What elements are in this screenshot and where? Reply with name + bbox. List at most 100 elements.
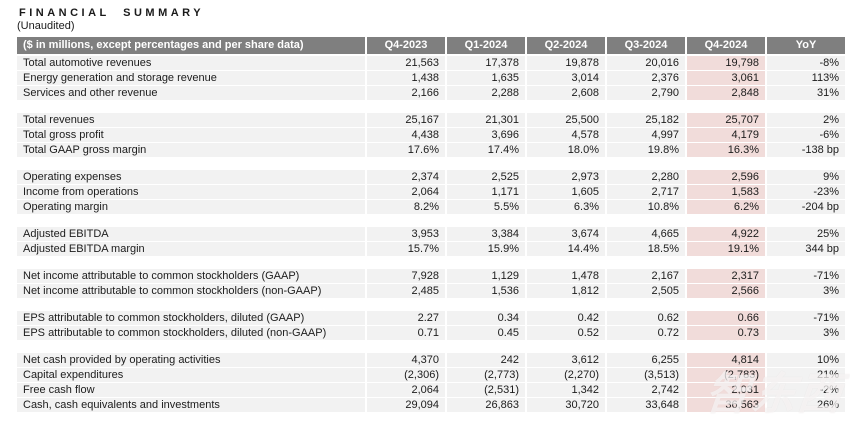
table-row: Cash, cash equivalents and investments 29… (17, 398, 845, 412)
table-row: Adjusted EBITDA 3,953 3,384 3,674 4,665 4,922… (17, 227, 845, 241)
value-cell: 1,635 (447, 71, 525, 85)
value-cell: 2,485 (367, 284, 445, 298)
value-cell: 0.62 (607, 311, 685, 325)
value-cell-highlight: 6.2% (687, 200, 765, 214)
value-cell: (2,270) (527, 368, 605, 382)
value-cell: 1,129 (447, 269, 525, 283)
value-cell: 3,953 (367, 227, 445, 241)
value-cell: 31% (767, 86, 845, 100)
row-label: Adjusted EBITDA (17, 227, 365, 241)
row-label: Net cash provided by operating activitie… (17, 353, 365, 367)
row-label: EPS attributable to common stockholders,… (17, 326, 365, 340)
value-cell: 0.71 (367, 326, 445, 340)
table-row: Total GAAP gross margin 17.6% 17.4% 18.0% 19… (17, 143, 845, 157)
value-cell: 0.42 (527, 311, 605, 325)
value-cell: 2,505 (607, 284, 685, 298)
value-cell: 25,167 (367, 113, 445, 127)
table-row: Total revenues 25,167 21,301 25,500 25,182 25… (17, 113, 845, 127)
value-cell: 3,384 (447, 227, 525, 241)
value-cell: 4,578 (527, 128, 605, 142)
table-section: Adjusted EBITDA 3,953 3,384 3,674 4,665 4,922… (17, 227, 845, 256)
value-cell-highlight: 19.1% (687, 242, 765, 256)
column-header-q1-2024: Q1-2024 (447, 37, 525, 54)
table-section: EPS attributable to common stockholders,… (17, 311, 845, 340)
value-cell: 1,605 (527, 185, 605, 199)
value-cell: 8.2% (367, 200, 445, 214)
value-cell: 2,374 (367, 170, 445, 184)
row-label: Capital expenditures (17, 368, 365, 382)
value-cell: 5.5% (447, 200, 525, 214)
column-header-q2-2024: Q2-2024 (527, 37, 605, 54)
value-cell: -71% (767, 311, 845, 325)
value-cell: 33,648 (607, 398, 685, 412)
value-cell: 2.27 (367, 311, 445, 325)
value-cell: 19,878 (527, 56, 605, 70)
value-cell: 2,167 (607, 269, 685, 283)
table-row: Adjusted EBITDA margin 15.7% 15.9% 14.4% 18.… (17, 242, 845, 256)
row-label: Income from operations (17, 185, 365, 199)
value-cell: 1,171 (447, 185, 525, 199)
value-cell: 2,064 (367, 383, 445, 397)
value-cell-highlight: (2,783) (687, 368, 765, 382)
value-cell-highlight: 36,563 (687, 398, 765, 412)
value-cell: 2,790 (607, 86, 685, 100)
value-cell: 2,525 (447, 170, 525, 184)
value-cell: 4,438 (367, 128, 445, 142)
value-cell: 17.6% (367, 143, 445, 157)
value-cell: 21,301 (447, 113, 525, 127)
value-cell: 6,255 (607, 353, 685, 367)
value-cell: 3,696 (447, 128, 525, 142)
value-cell: 2,064 (367, 185, 445, 199)
value-cell: 25,182 (607, 113, 685, 127)
value-cell: 2,166 (367, 86, 445, 100)
value-cell: 1,812 (527, 284, 605, 298)
value-cell: 17,378 (447, 56, 525, 70)
value-cell: 4,665 (607, 227, 685, 241)
value-cell-highlight: 4,814 (687, 353, 765, 367)
value-cell: (3,513) (607, 368, 685, 382)
value-cell: 1,478 (527, 269, 605, 283)
value-cell-highlight: 2,317 (687, 269, 765, 283)
value-cell: 4,370 (367, 353, 445, 367)
value-cell: 18.5% (607, 242, 685, 256)
value-cell: 2,973 (527, 170, 605, 184)
value-cell-highlight: 1,583 (687, 185, 765, 199)
value-cell: 1,438 (367, 71, 445, 85)
row-label: EPS attributable to common stockholders,… (17, 311, 365, 325)
value-cell: 1,342 (527, 383, 605, 397)
table-row: Income from operations 2,064 1,171 1,605 2,7… (17, 185, 845, 199)
value-cell: -23% (767, 185, 845, 199)
value-cell: 7,928 (367, 269, 445, 283)
value-cell: 25,500 (527, 113, 605, 127)
table-header-label: ($ in millions, except percentages and p… (17, 37, 365, 54)
row-label: Net income attributable to common stockh… (17, 284, 365, 298)
table-row: Net cash provided by operating activitie… (17, 353, 845, 367)
value-cell: 0.52 (527, 326, 605, 340)
value-cell: 2,742 (607, 383, 685, 397)
value-cell: 3,612 (527, 353, 605, 367)
value-cell: 0.34 (447, 311, 525, 325)
value-cell: 14.4% (527, 242, 605, 256)
value-cell: 19.8% (607, 143, 685, 157)
table-row: EPS attributable to common stockholders,… (17, 311, 845, 325)
value-cell: 21% (767, 368, 845, 382)
column-header-q3-2024: Q3-2024 (607, 37, 685, 54)
value-cell: 2% (767, 113, 845, 127)
value-cell: 18.0% (527, 143, 605, 157)
value-cell-highlight: 16.3% (687, 143, 765, 157)
table-row: EPS attributable to common stockholders,… (17, 326, 845, 340)
value-cell-highlight: 3,061 (687, 71, 765, 85)
value-cell: 242 (447, 353, 525, 367)
value-cell: 21,563 (367, 56, 445, 70)
value-cell: 29,094 (367, 398, 445, 412)
table-body: Total automotive revenues 21,563 17,378 19,… (17, 56, 845, 412)
value-cell: -2% (767, 383, 845, 397)
table-row: Net income attributable to common stockh… (17, 269, 845, 283)
value-cell: 25% (767, 227, 845, 241)
value-cell: 0.72 (607, 326, 685, 340)
table-row: Operating margin 8.2% 5.5% 6.3% 10.8% 6.2% -20… (17, 200, 845, 214)
column-header-yoy: YoY (767, 37, 845, 54)
row-label: Operating expenses (17, 170, 365, 184)
table-section: Total automotive revenues 21,563 17,378 19,… (17, 56, 845, 100)
value-cell: 15.7% (367, 242, 445, 256)
